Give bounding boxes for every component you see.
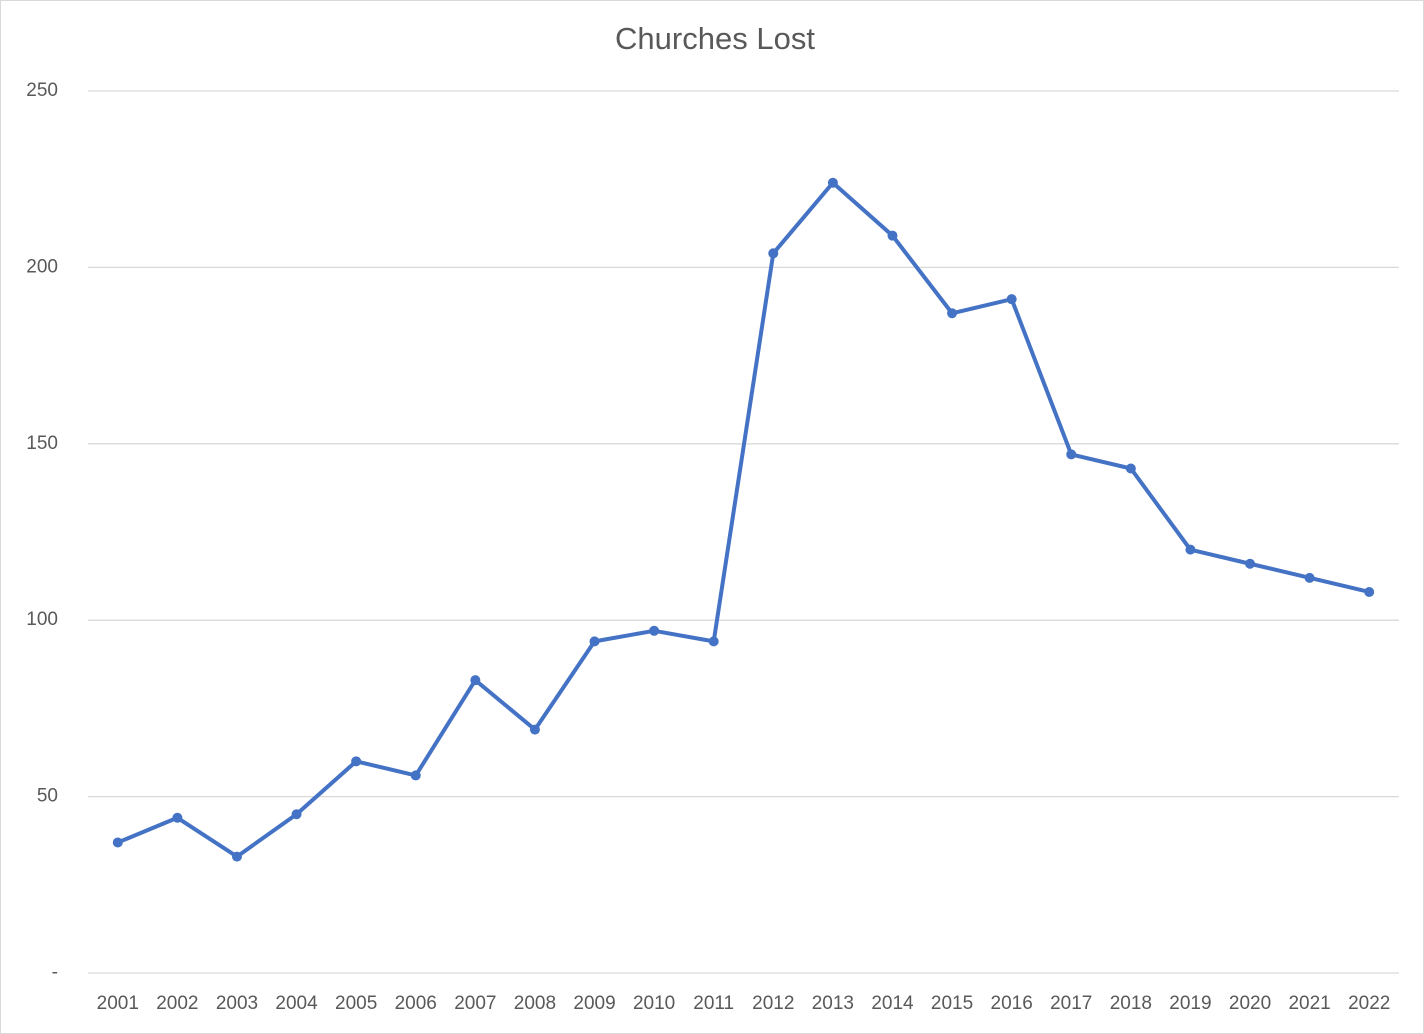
y-tick-label: 50: [37, 786, 58, 807]
marker: [351, 756, 362, 767]
x-tick-label: 2004: [275, 993, 318, 1014]
marker: [112, 837, 123, 848]
x-tick-label: 2008: [514, 993, 556, 1014]
x-tick-label: 2013: [812, 993, 854, 1014]
x-tick-label: 2019: [1169, 993, 1211, 1014]
marker: [768, 248, 779, 259]
x-tick-label: 2005: [335, 993, 377, 1014]
x-tick-label: 2021: [1288, 993, 1330, 1014]
marker: [827, 177, 838, 188]
x-tick-label: 2002: [156, 993, 198, 1014]
marker: [172, 812, 183, 823]
y-tick-label: 150: [26, 433, 58, 454]
marker: [1304, 572, 1315, 583]
x-tick-label: 2014: [871, 993, 914, 1014]
x-tick-label: 2022: [1348, 993, 1390, 1014]
marker: [708, 636, 719, 647]
x-tick-label: 2006: [395, 993, 437, 1014]
x-tick-label: 2011: [693, 993, 734, 1014]
x-tick-label: 2001: [97, 993, 139, 1014]
chart-title: Churches Lost: [615, 21, 815, 56]
marker: [887, 230, 898, 241]
marker: [1066, 449, 1077, 460]
marker: [1245, 558, 1256, 569]
x-tick-label: 2009: [573, 993, 615, 1014]
marker: [410, 770, 421, 781]
y-tick-label: 250: [26, 80, 58, 101]
marker: [649, 625, 660, 636]
y-tick-label: 100: [26, 609, 58, 630]
x-tick-label: 2015: [931, 993, 973, 1014]
x-tick-label: 2010: [633, 993, 675, 1014]
marker: [1364, 586, 1375, 597]
marker: [947, 308, 958, 319]
x-tick-label: 2016: [991, 993, 1033, 1014]
marker: [1125, 463, 1136, 474]
x-tick-label: 2018: [1110, 993, 1152, 1014]
x-tick-label: 2007: [454, 993, 496, 1014]
y-tick-label: 200: [26, 256, 58, 277]
y-tick-label: -: [52, 962, 58, 983]
marker: [589, 636, 600, 647]
line: [117, 180, 1370, 859]
marker: [470, 675, 481, 686]
marker: [529, 724, 540, 735]
x-tick-label: 2012: [752, 993, 794, 1014]
x-tick-label: 2020: [1229, 993, 1271, 1014]
marker: [231, 851, 242, 862]
x-tick-label: 2003: [216, 993, 258, 1014]
marker: [1185, 544, 1196, 555]
marker: [1006, 294, 1017, 305]
marker: [291, 809, 302, 820]
x-tick-label: 2017: [1050, 993, 1092, 1014]
